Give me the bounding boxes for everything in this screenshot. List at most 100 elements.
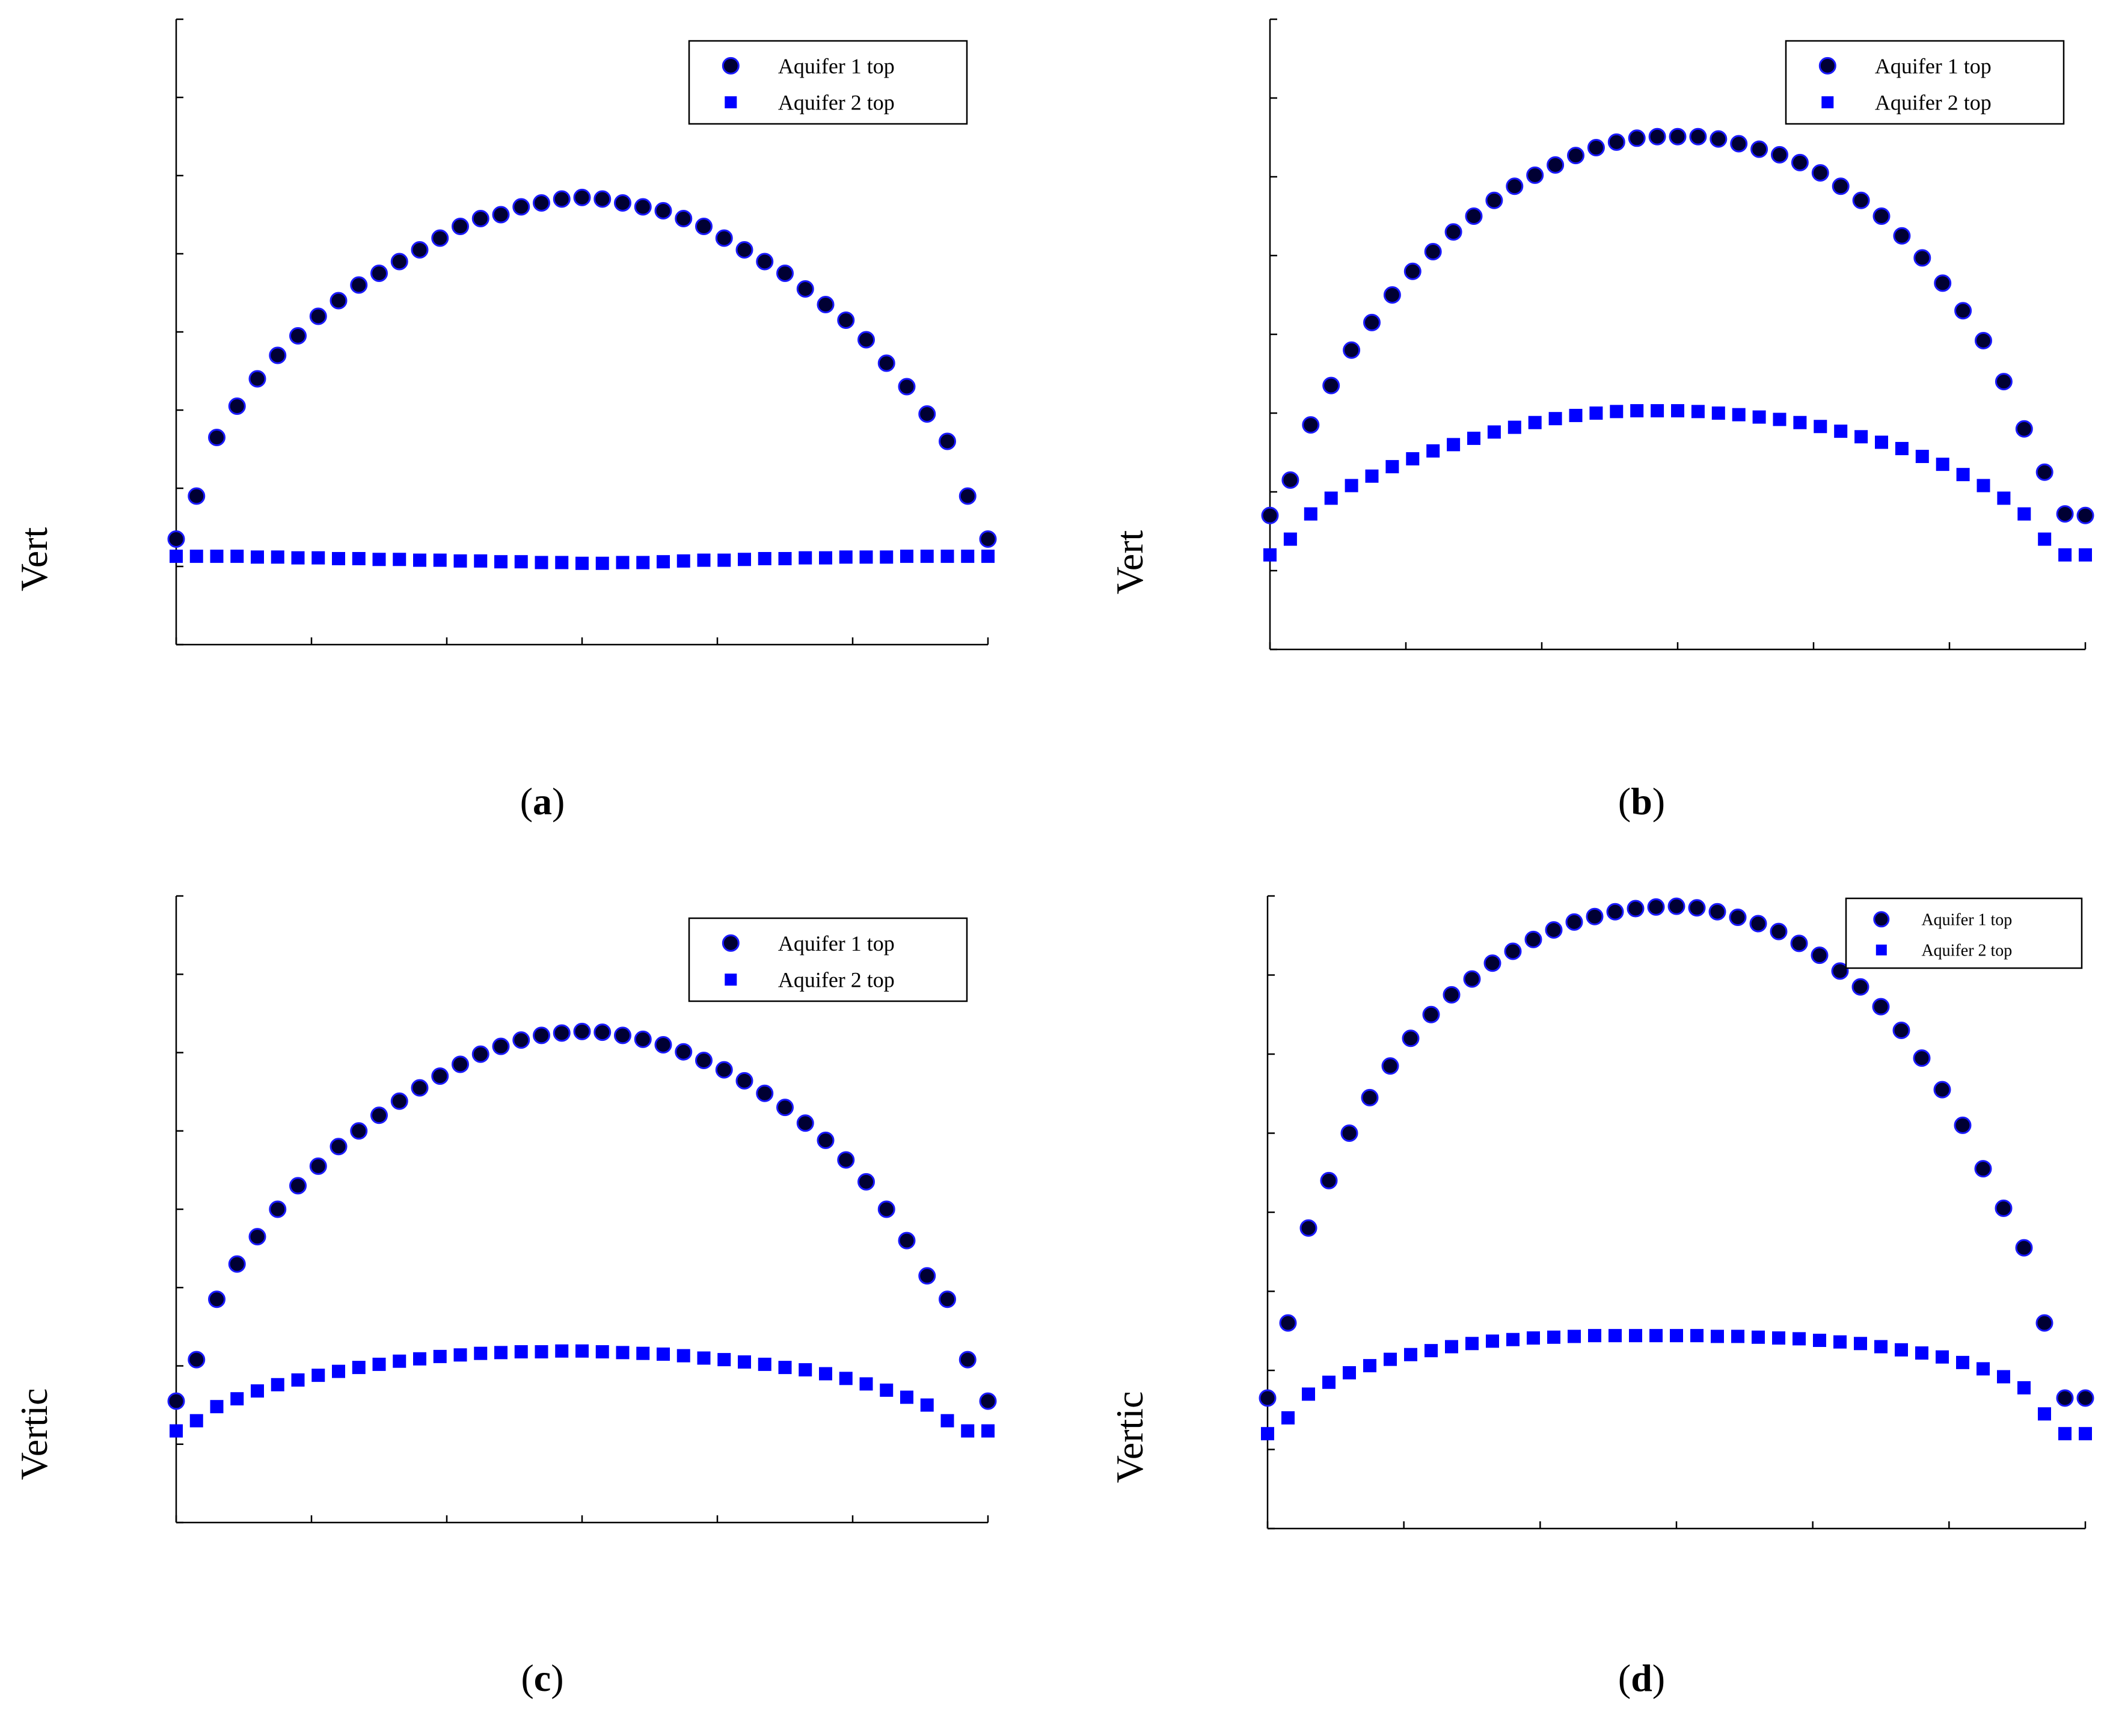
- data-point: [940, 550, 954, 563]
- data-point: [756, 1084, 774, 1102]
- data-point: [372, 553, 386, 566]
- data-point: [634, 1030, 652, 1048]
- data-point: [1404, 1348, 1417, 1361]
- data-point: [332, 552, 345, 565]
- data-point: [735, 241, 753, 259]
- data-point: [979, 1392, 997, 1410]
- data-point: [289, 1177, 307, 1195]
- data-point: [657, 1347, 670, 1361]
- data-point: [2056, 1389, 2074, 1407]
- data-point: [859, 550, 873, 564]
- legend-box: [1845, 897, 2083, 969]
- data-point: [837, 1151, 855, 1169]
- data-point: [189, 1414, 203, 1428]
- data-point: [170, 1424, 183, 1438]
- series-2: [1263, 404, 2092, 562]
- series-2: [170, 1344, 995, 1438]
- data-point: [1283, 532, 1297, 546]
- data-point: [1691, 405, 1705, 419]
- data-point: [920, 1398, 934, 1412]
- data-point: [167, 1392, 185, 1410]
- data-point: [1954, 302, 1972, 320]
- legend-label: Aquifer 2 top: [778, 968, 895, 992]
- data-point: [1568, 1330, 1581, 1343]
- data-point: [676, 1349, 690, 1363]
- data-point: [1667, 897, 1685, 915]
- data-point: [796, 280, 814, 298]
- data-point: [817, 296, 835, 313]
- data-point: [1689, 127, 1707, 146]
- data-point: [573, 1022, 591, 1040]
- data-point: [819, 1367, 832, 1381]
- y-axis-label: Vert: [13, 527, 55, 591]
- data-point: [1874, 1340, 1888, 1354]
- data-point: [251, 1384, 264, 1398]
- data-point: [251, 550, 264, 564]
- legend-marker-square: [725, 974, 737, 986]
- data-point: [1463, 970, 1481, 988]
- data-point: [676, 554, 690, 568]
- data-point: [1524, 930, 1542, 948]
- data-point: [756, 253, 774, 271]
- data-point: [715, 1061, 733, 1079]
- data-point: [370, 265, 388, 282]
- data-point: [1424, 242, 1442, 260]
- data-point: [981, 550, 995, 563]
- data-point: [431, 1067, 449, 1085]
- data-point: [1483, 954, 1501, 972]
- data-point: [837, 311, 855, 329]
- data-point: [1790, 934, 1808, 952]
- data-point: [309, 1157, 327, 1175]
- data-point: [1569, 408, 1583, 422]
- data-point: [636, 1346, 650, 1360]
- data-point: [269, 346, 287, 364]
- data-point: [1752, 1330, 1765, 1344]
- data-point: [1893, 227, 1911, 245]
- data-point: [514, 555, 528, 569]
- data-point: [1324, 491, 1338, 505]
- data-point: [208, 1290, 225, 1308]
- data-point: [2035, 463, 2053, 481]
- data-point: [717, 553, 731, 567]
- data-point: [695, 1052, 713, 1070]
- data-point: [1526, 166, 1544, 184]
- data-point: [1548, 412, 1562, 426]
- series-1: [1259, 897, 2094, 1407]
- data-point: [880, 550, 894, 564]
- data-point: [1361, 1088, 1379, 1106]
- y-axis-label: Vert: [1108, 530, 1151, 594]
- data-point: [776, 265, 794, 282]
- data-point: [1444, 223, 1462, 241]
- data-point: [352, 1361, 366, 1375]
- data-point: [1363, 1359, 1376, 1373]
- data-point: [393, 1354, 406, 1368]
- legend-label: Aquifer 2 top: [1921, 942, 2012, 960]
- data-point: [939, 1290, 956, 1308]
- data-point: [2015, 1239, 2033, 1257]
- data-point: [857, 331, 875, 349]
- data-point: [2079, 548, 2092, 562]
- data-point: [413, 1352, 426, 1366]
- legend-marker-square: [1821, 96, 1834, 109]
- data-point: [1426, 444, 1440, 458]
- data-point: [981, 1424, 995, 1438]
- data-point: [291, 551, 305, 565]
- data-point: [1793, 416, 1807, 429]
- legend: Aquifer 1 top Aquifer 2 top: [688, 917, 968, 1002]
- legend-marker-square: [725, 96, 737, 109]
- data-point: [1606, 903, 1624, 921]
- data-point: [1791, 153, 1809, 171]
- data-point: [1506, 1333, 1520, 1346]
- data-point: [715, 229, 733, 247]
- data-point: [657, 555, 670, 569]
- data-point: [1279, 1314, 1297, 1332]
- data-point: [471, 1045, 489, 1063]
- data-point: [1545, 921, 1563, 939]
- data-point: [920, 550, 934, 563]
- data-point: [494, 555, 508, 569]
- data-point: [1670, 1329, 1683, 1343]
- data-point: [2076, 506, 2094, 524]
- data-point: [309, 307, 327, 325]
- data-point: [877, 354, 895, 372]
- data-point: [1977, 1362, 1990, 1376]
